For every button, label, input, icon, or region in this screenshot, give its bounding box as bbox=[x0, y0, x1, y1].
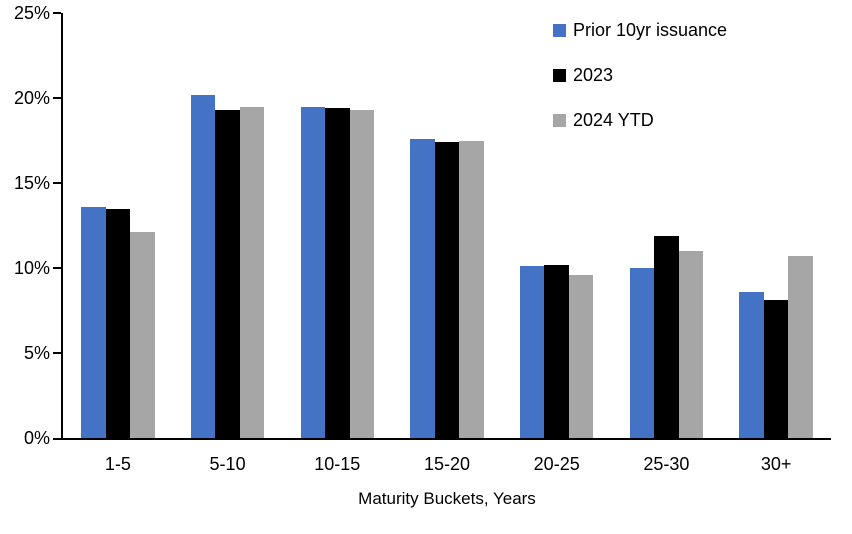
x-axis-label: 10-15 bbox=[314, 454, 361, 474]
y-axis-tick bbox=[53, 181, 61, 185]
legend-label: 2024 YTD bbox=[573, 110, 654, 130]
bar-series2-20-25 bbox=[544, 264, 569, 438]
bar-series1-30+ bbox=[739, 291, 764, 438]
bar-series1-10-15 bbox=[300, 106, 326, 438]
y-axis-line bbox=[60, 13, 63, 440]
y-axis-tick bbox=[53, 96, 61, 100]
x-axis-label: 5-10 bbox=[209, 454, 246, 474]
legend-label: 2023 bbox=[573, 65, 614, 85]
bar-series2-25-30 bbox=[654, 235, 679, 438]
bar-series3-10-15 bbox=[349, 109, 375, 438]
y-axis-label: 5% bbox=[23, 343, 50, 363]
bar-series1-1-5 bbox=[81, 206, 106, 438]
legend-swatch-icon bbox=[553, 24, 566, 37]
y-axis-label: 25% bbox=[13, 3, 50, 23]
y-axis-label: 15% bbox=[13, 173, 50, 193]
legend-swatch-icon bbox=[553, 69, 566, 82]
y-axis-label: 10% bbox=[13, 258, 50, 278]
legend-item-1: Prior 10yr issuance bbox=[553, 8, 727, 53]
legend-swatch-icon bbox=[553, 114, 566, 127]
x-axis-label: 15-20 bbox=[423, 454, 471, 474]
bar-series2-10-15 bbox=[325, 108, 350, 438]
legend-item-2: 2023 bbox=[553, 53, 727, 98]
bar-series3-20-25 bbox=[568, 274, 594, 438]
legend-item-3: 2024 YTD bbox=[553, 98, 727, 143]
bar-series2-15-20 bbox=[434, 142, 460, 438]
legend-label: Prior 10yr issuance bbox=[573, 20, 728, 40]
y-axis-label: 0% bbox=[23, 428, 50, 448]
bar-series3-1-5 bbox=[130, 232, 155, 438]
y-axis-tick bbox=[53, 11, 61, 15]
bar-series2-1-5 bbox=[105, 208, 131, 438]
x-axis-title: Maturity Buckets, Years bbox=[358, 489, 536, 508]
x-axis-label: 1-5 bbox=[104, 454, 131, 474]
bar-series2-30+ bbox=[763, 300, 789, 438]
y-axis-tick bbox=[53, 266, 61, 270]
bar-series1-20-25 bbox=[519, 266, 545, 438]
legend: Prior 10yr issuance 2023 2024 YTD bbox=[553, 8, 727, 143]
bar-series1-15-20 bbox=[410, 138, 435, 438]
bar-series1-25-30 bbox=[629, 268, 655, 438]
x-axis-line bbox=[53, 437, 831, 440]
bar-series3-15-20 bbox=[459, 140, 484, 438]
bar-series3-5-10 bbox=[239, 106, 265, 438]
y-axis-label: 20% bbox=[13, 88, 50, 108]
bar-series2-5-10 bbox=[215, 109, 240, 438]
y-axis-tick bbox=[53, 351, 61, 355]
x-axis-label: 25-30 bbox=[643, 454, 690, 474]
x-axis-label: 30+ bbox=[760, 454, 792, 474]
bar-series3-25-30 bbox=[678, 251, 704, 438]
bar-series3-30+ bbox=[788, 256, 813, 438]
bar-series1-5-10 bbox=[190, 94, 216, 438]
x-axis-label: 20-25 bbox=[533, 454, 580, 474]
